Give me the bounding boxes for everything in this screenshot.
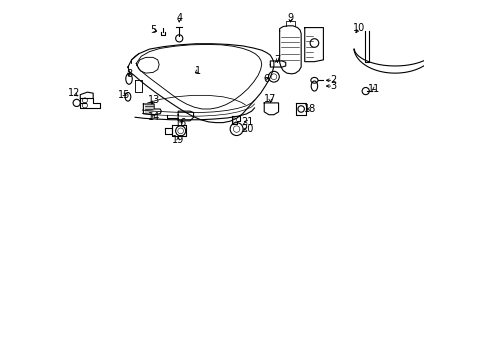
Text: 9: 9 (287, 13, 293, 23)
Text: 5: 5 (150, 25, 156, 35)
Text: 14: 14 (148, 112, 160, 122)
Text: 10: 10 (352, 23, 365, 33)
Text: 13: 13 (148, 95, 160, 105)
Text: 1: 1 (194, 66, 201, 76)
Text: 12: 12 (68, 88, 80, 98)
Text: 15: 15 (118, 90, 130, 100)
Text: 3: 3 (330, 81, 336, 91)
Text: 17: 17 (264, 94, 276, 104)
Text: 2: 2 (329, 75, 336, 85)
Text: 19: 19 (172, 135, 184, 145)
Text: 6: 6 (263, 74, 268, 84)
Text: 21: 21 (241, 117, 253, 127)
Text: 20: 20 (241, 124, 253, 134)
Text: 7: 7 (274, 55, 280, 65)
Text: 8: 8 (126, 69, 132, 79)
Text: 4: 4 (176, 13, 182, 23)
Text: 16: 16 (174, 118, 186, 128)
Text: 11: 11 (367, 84, 380, 94)
Text: 18: 18 (303, 104, 315, 114)
